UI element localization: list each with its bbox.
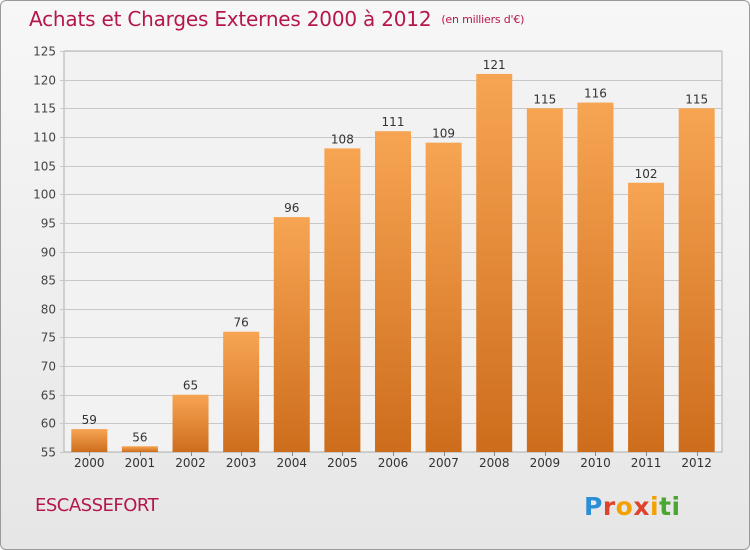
x-tick-label: 2010 xyxy=(580,456,611,470)
logo-letter: i xyxy=(671,492,681,521)
chart-title: Achats et Charges Externes 2000 à 2012 (e… xyxy=(29,7,524,31)
data-label: 109 xyxy=(432,127,455,141)
y-tick-label: 100 xyxy=(33,188,56,202)
x-tick-label: 2000 xyxy=(74,456,105,470)
y-tick-label: 55 xyxy=(41,446,56,460)
x-tick-label: 2002 xyxy=(175,456,206,470)
data-label: 108 xyxy=(331,132,354,146)
y-tick-label: 115 xyxy=(33,102,56,116)
x-tick-label: 2012 xyxy=(681,456,712,470)
y-tick-label: 105 xyxy=(33,160,56,174)
x-tick-label: 2008 xyxy=(479,456,510,470)
bar xyxy=(577,102,614,453)
logo-letter: r xyxy=(602,492,616,521)
x-tick-label: 2006 xyxy=(378,456,409,470)
data-label: 59 xyxy=(82,413,97,427)
proxiti-logo: Proxiti xyxy=(584,492,681,521)
data-label: 76 xyxy=(234,316,249,330)
data-label: 116 xyxy=(584,87,607,101)
bar xyxy=(71,429,108,452)
y-tick-label: 95 xyxy=(41,217,56,231)
y-tick-label: 90 xyxy=(41,246,56,260)
y-tick-label: 85 xyxy=(41,274,56,288)
x-tick-label: 2007 xyxy=(428,456,459,470)
data-label: 96 xyxy=(284,201,299,215)
y-tick-label: 65 xyxy=(41,389,56,403)
x-tick-label: 2001 xyxy=(125,456,156,470)
logo-letter: P xyxy=(584,492,603,521)
logo-letter: x xyxy=(633,492,650,521)
logo-letter: t xyxy=(659,492,672,521)
bar xyxy=(375,131,411,452)
data-label: 115 xyxy=(685,92,708,106)
data-label: 102 xyxy=(635,167,658,181)
y-tick-label: 110 xyxy=(33,131,56,145)
bar xyxy=(324,148,361,452)
bar xyxy=(172,394,209,452)
bar xyxy=(628,182,665,452)
y-tick-label: 70 xyxy=(41,360,56,374)
data-label: 65 xyxy=(183,379,198,393)
y-tick-label: 120 xyxy=(33,74,56,88)
x-tick-label: 2004 xyxy=(276,456,307,470)
data-label: 121 xyxy=(483,58,506,72)
x-tick-label: 2005 xyxy=(327,456,358,470)
y-tick-label: 60 xyxy=(41,417,56,431)
bar xyxy=(121,446,158,452)
data-label: 115 xyxy=(533,92,556,106)
chart-unit: (en milliers d'€) xyxy=(441,13,525,26)
bar xyxy=(678,108,715,453)
x-tick-label: 2011 xyxy=(631,456,662,470)
data-label: 56 xyxy=(132,430,147,444)
city-name: ESCASSEFORT xyxy=(35,495,159,516)
logo-letter: i xyxy=(650,492,660,521)
bar xyxy=(476,73,513,453)
bar xyxy=(425,142,462,452)
chart-title-text: Achats et Charges Externes 2000 à 2012 xyxy=(29,7,432,31)
data-label: 111 xyxy=(382,115,405,129)
bar xyxy=(273,217,310,452)
y-tick-label: 80 xyxy=(41,303,56,317)
x-tick-label: 2003 xyxy=(226,456,257,470)
bar xyxy=(223,331,260,452)
y-tick-label: 125 xyxy=(33,45,56,59)
bar xyxy=(526,108,563,453)
y-tick-label: 75 xyxy=(41,331,56,345)
x-tick-label: 2009 xyxy=(530,456,561,470)
logo-letter: o xyxy=(615,492,634,521)
